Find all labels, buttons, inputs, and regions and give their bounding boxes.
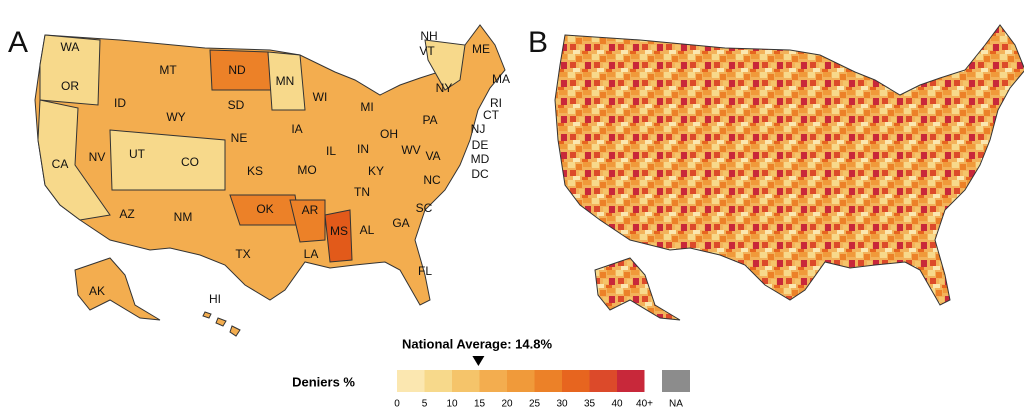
state-label: WV: [401, 143, 420, 157]
legend-swatch: [452, 370, 480, 392]
average-marker: [472, 356, 485, 366]
state-label: NC: [423, 173, 441, 187]
state-shape: [267, 51, 306, 111]
state-label: NM: [174, 210, 193, 224]
state-label: MI: [360, 100, 373, 114]
state-label: MD: [471, 152, 490, 166]
state-label: CO: [181, 155, 199, 169]
state-shape: [37, 99, 111, 221]
state-label: LA: [304, 247, 319, 261]
us-outline: [554, 24, 1024, 306]
state-label: MS: [330, 224, 348, 238]
legend-tick-label: 40: [611, 399, 623, 410]
state-shape: [424, 39, 466, 91]
state-label: KS: [247, 164, 263, 178]
state-label: GA: [392, 216, 409, 230]
legend-swatch: [617, 370, 645, 392]
state-label: UT: [129, 147, 146, 161]
state-label: TN: [354, 185, 370, 199]
state-label: TX: [235, 247, 250, 261]
state-label: WA: [61, 40, 80, 54]
legend-na-swatch: [662, 370, 690, 392]
legend-swatch: [424, 370, 452, 392]
state-label: WI: [313, 90, 328, 104]
panel-label: A: [8, 26, 28, 59]
legend-swatch: [562, 370, 590, 392]
state-label: ND: [228, 63, 246, 77]
state-label: IN: [357, 142, 369, 156]
state-shape: [39, 34, 101, 106]
state-shape: [109, 129, 226, 191]
legend-tick-label: 25: [529, 399, 541, 410]
legend-tick-label: 35: [584, 399, 596, 410]
state-label: KY: [368, 164, 384, 178]
state-label: PA: [422, 113, 437, 127]
state-label: ME: [472, 42, 490, 56]
state-label: VT: [419, 44, 435, 58]
legend-tick-label: 0: [394, 399, 400, 410]
state-label: SD: [228, 98, 245, 112]
legend-swatch: [507, 370, 535, 392]
state-shape: [324, 209, 353, 263]
state-label: OR: [61, 79, 79, 93]
state-label: NH: [420, 29, 437, 43]
legend-title: Deniers %: [292, 374, 355, 389]
state-label: RI: [490, 96, 502, 110]
legend-swatch: [397, 370, 425, 392]
alaska: [594, 257, 681, 321]
state-label: FL: [418, 264, 432, 278]
state-label: AZ: [119, 207, 134, 221]
legend-swatch: [479, 370, 507, 392]
legend-swatch: [534, 370, 562, 392]
map-b: [554, 24, 1024, 321]
state-label: IL: [326, 144, 336, 158]
state-label: AK: [89, 284, 105, 298]
map-a: [34, 24, 506, 337]
state-label: VA: [425, 149, 440, 163]
us-outline: [34, 24, 506, 306]
state-label: DC: [471, 167, 489, 181]
legend-tick-label: 10: [446, 399, 458, 410]
state-label: MN: [276, 74, 295, 88]
panel-label: B: [528, 26, 548, 59]
legend-tick-label: 20: [501, 399, 513, 410]
state-label: IA: [291, 122, 302, 136]
hawaii: [202, 311, 241, 337]
state-label: CA: [52, 157, 69, 171]
legend-tick-label: 15: [474, 399, 486, 410]
state-label: NJ: [471, 122, 486, 136]
legend-tick-label: 5: [422, 399, 428, 410]
state-label: MT: [159, 63, 177, 77]
state-label: NY: [436, 81, 453, 95]
state-label: HI: [209, 292, 221, 306]
national-average: National Average: 14.8%: [402, 336, 552, 351]
state-label: OK: [256, 202, 273, 216]
state-label: MO: [297, 163, 316, 177]
state-label: CT: [483, 108, 500, 122]
state-shape: [289, 199, 326, 243]
state-label: AL: [360, 223, 375, 237]
state-label: AR: [302, 203, 319, 217]
state-label: OH: [380, 127, 398, 141]
alaska: [74, 257, 161, 321]
legend-tick-label: 40+: [636, 399, 653, 410]
state-label: NV: [89, 150, 106, 164]
legend-na-label: NA: [669, 399, 683, 410]
state-label: ID: [114, 96, 126, 110]
state-label: NE: [231, 131, 248, 145]
state-label: MA: [492, 72, 510, 86]
state-label: SC: [416, 201, 433, 215]
legend-tick-label: 30: [556, 399, 568, 410]
state-label: WY: [166, 110, 185, 124]
state-label: DE: [472, 138, 489, 152]
legend-swatch: [589, 370, 617, 392]
